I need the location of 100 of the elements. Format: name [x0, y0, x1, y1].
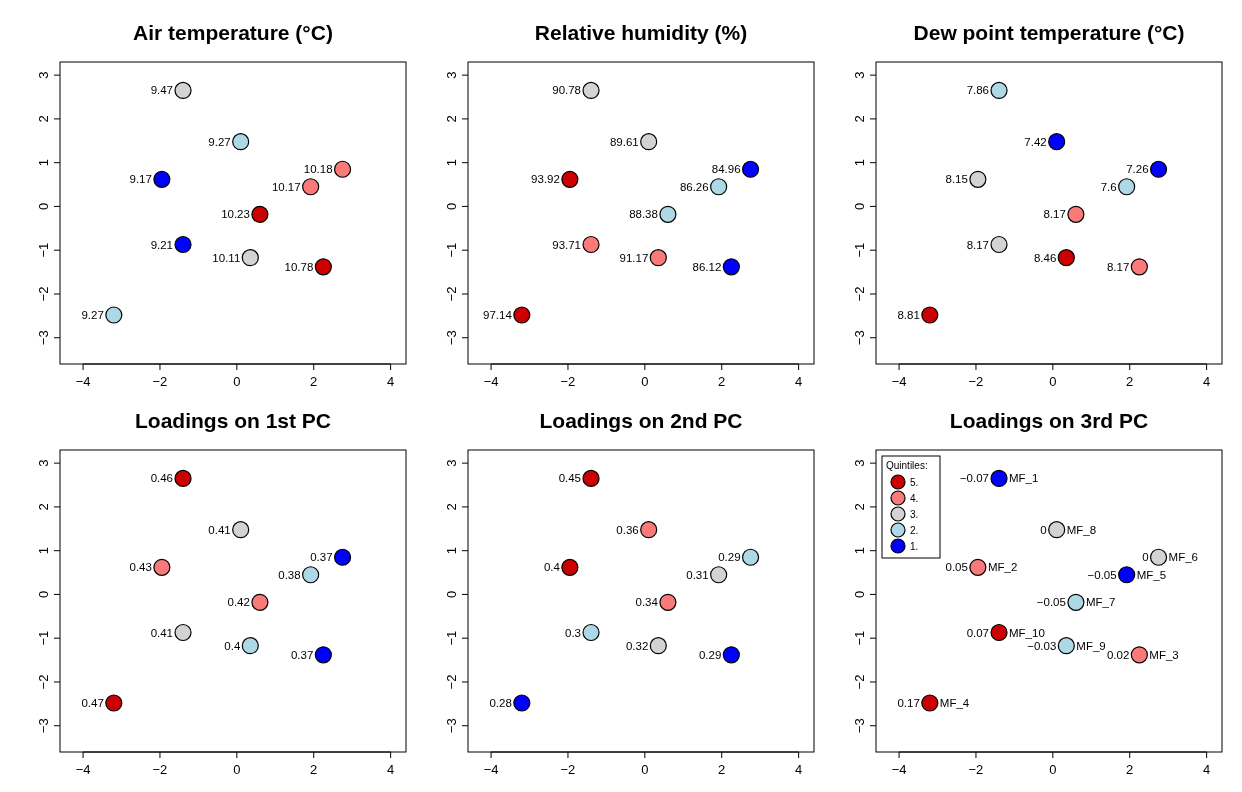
x-tick-label: 2	[310, 374, 318, 389]
point	[722, 646, 740, 664]
annotation: 0.29	[718, 551, 741, 564]
annotation: 8.17	[1043, 208, 1066, 221]
chart-title: Dew point temperature (°C)	[913, 21, 1185, 44]
point	[333, 160, 352, 178]
annotation: 7.42	[1024, 135, 1047, 148]
point	[969, 170, 987, 188]
x-tick-label: −4	[483, 374, 499, 389]
annotation: 0.4	[224, 639, 241, 652]
point	[153, 558, 171, 576]
annotation: 8.81	[897, 308, 920, 321]
y-tick-label: 1	[36, 547, 51, 555]
y-tick-label: −3	[852, 718, 867, 734]
y-tick-label: −2	[36, 286, 51, 302]
point	[921, 694, 939, 712]
annotation: MF_2	[987, 561, 1018, 574]
annotation: 0.45	[558, 472, 582, 485]
point	[990, 623, 1008, 642]
point	[1048, 521, 1066, 539]
annotation: 97.14	[483, 308, 513, 321]
annotation: 9.17	[129, 173, 152, 186]
point	[241, 249, 259, 267]
x-tick-label: −4	[483, 762, 499, 777]
point	[710, 178, 728, 196]
point	[1118, 566, 1136, 584]
annotation: −0.05	[1036, 596, 1066, 609]
x-tick-label: 2	[1126, 374, 1134, 389]
annotation: 91.17	[619, 251, 649, 264]
annotation: 0.07	[966, 626, 990, 639]
legend-title: Quintiles:	[886, 460, 928, 471]
annotation: MF_5	[1136, 568, 1167, 581]
y-tick-label: 0	[36, 590, 51, 599]
y-tick-label: −1	[444, 242, 459, 258]
x-tick-label: 2	[310, 762, 318, 777]
point	[513, 306, 531, 324]
y-tick-label: −1	[36, 242, 51, 258]
point	[1067, 593, 1085, 611]
y-tick-label: −2	[444, 674, 459, 690]
x-tick-label: 0	[1049, 762, 1057, 777]
y-tick-label: −2	[36, 674, 51, 690]
annotation: 10.78	[284, 260, 314, 273]
annotation: 0.4	[543, 561, 561, 574]
point	[1067, 205, 1085, 223]
annotation: 7.86	[966, 84, 990, 97]
point	[251, 205, 269, 223]
annotation: 93.92	[531, 173, 560, 186]
annotation: 10.18	[303, 163, 333, 176]
point	[174, 235, 192, 254]
chart-title: Loadings on 3rd PC	[949, 409, 1149, 432]
x-tick-label: 2	[1126, 762, 1134, 777]
annotation: 0.3	[565, 626, 582, 639]
y-tick-label: 0	[444, 590, 459, 599]
chart-title: Air temperature (°C)	[133, 21, 333, 44]
point	[302, 566, 320, 584]
point	[741, 160, 760, 178]
point	[582, 469, 600, 488]
annotation: MF_4	[939, 696, 970, 709]
annotation: MF_3	[1149, 648, 1179, 661]
annotation: 10.23	[221, 208, 250, 221]
point	[722, 258, 740, 276]
annotation: 8.46	[1033, 251, 1057, 264]
legend-label: 1.	[910, 541, 919, 552]
point	[174, 469, 192, 488]
annotation: MF_9	[1076, 639, 1106, 652]
point	[649, 249, 667, 267]
y-tick-label: 0	[852, 202, 867, 211]
annotation: 93.71	[552, 238, 582, 251]
annotation: MF_10	[1009, 626, 1045, 639]
x-tick-label: 2	[718, 374, 726, 389]
annotation: 0.36	[616, 523, 639, 536]
y-tick-label: −1	[444, 630, 459, 646]
legend-label: 5.	[910, 477, 919, 488]
annotation: 0.42	[227, 596, 250, 609]
x-tick-label: 4	[795, 374, 803, 389]
y-tick-label: −3	[852, 330, 867, 346]
y-tick-label: −3	[444, 330, 459, 346]
point	[1149, 548, 1168, 566]
annotation: 0.37	[290, 648, 314, 661]
annotation: 0.37	[310, 551, 333, 564]
point	[1149, 160, 1168, 178]
annotation: 8.17	[1106, 260, 1130, 273]
annotation: 86.26	[679, 180, 709, 193]
y-tick-label: 1	[852, 159, 867, 167]
x-tick-label: −2	[152, 762, 168, 777]
point	[1130, 646, 1148, 664]
annotation: 0.32	[625, 639, 649, 652]
point	[513, 694, 531, 712]
y-tick-label: 1	[444, 547, 459, 555]
annotation: 7.6	[1100, 180, 1117, 193]
annotation: MF_6	[1168, 551, 1198, 564]
point	[640, 521, 658, 539]
y-tick-label: 3	[36, 71, 51, 79]
y-tick-label: −2	[852, 286, 867, 302]
legend-label: 2.	[910, 525, 919, 536]
chart-title: Relative humidity (%)	[534, 21, 748, 44]
point	[232, 133, 250, 151]
x-tick-label: −2	[560, 762, 576, 777]
y-tick-label: 2	[444, 503, 459, 511]
y-tick-label: 2	[444, 115, 459, 123]
